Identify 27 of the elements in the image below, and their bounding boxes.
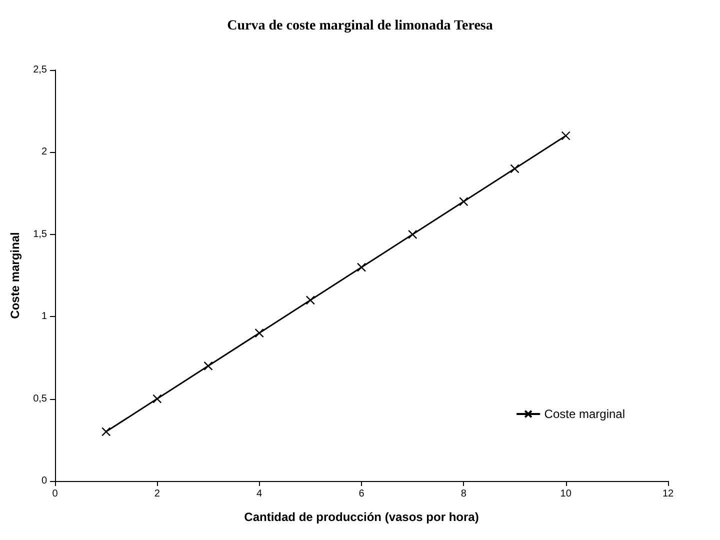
point (204, 361, 213, 371)
point (459, 196, 468, 206)
y-tick-label: 2,5 (33, 64, 48, 76)
y-tick-label: 2 (41, 146, 48, 158)
point (254, 328, 264, 338)
point (561, 131, 570, 140)
y-tick-label: 0,5 (33, 393, 48, 404)
point (101, 427, 111, 436)
point (356, 262, 366, 272)
x-tick-label: 12 (662, 488, 674, 500)
x-tick-label: 0 (52, 488, 58, 500)
x-tick-label: 2 (154, 488, 160, 500)
y-axis-title: Coste marginal (8, 232, 22, 319)
point (408, 230, 418, 239)
x-tick-label: 4 (256, 488, 263, 500)
point (510, 164, 520, 174)
y-tick-label: 0 (41, 476, 48, 486)
x-tick-label: 10 (560, 488, 572, 500)
x-tick-label: 6 (358, 488, 365, 500)
x-tick-label: 8 (460, 488, 467, 500)
legend-label: Coste marginal (544, 407, 625, 421)
y-tick-label: 1 (41, 311, 48, 322)
point (306, 296, 316, 305)
chart-title: Curva de coste marginal de limonada Teresa (227, 18, 493, 34)
y-tick-label: 1,5 (33, 228, 48, 240)
point (152, 394, 162, 404)
x-axis-title: Cantidad de producción (vasos por hora) (244, 510, 479, 524)
